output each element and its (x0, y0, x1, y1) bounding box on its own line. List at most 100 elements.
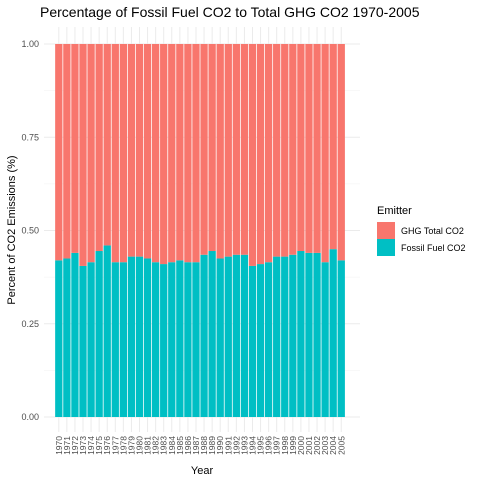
bar-ghg-total-2005 (337, 44, 345, 261)
x-tick-label: 1991 (223, 436, 233, 455)
x-tick-label: 2001 (304, 436, 314, 455)
bar-fossil-fuel-1970 (55, 260, 63, 417)
bar-fossil-fuel-1993 (240, 254, 249, 417)
y-tick-label: 0.50 (21, 226, 39, 236)
bar-fossil-fuel-1996 (264, 262, 273, 417)
bar-ghg-total-1984 (168, 44, 176, 263)
x-tick-label: 1980 (135, 436, 145, 455)
bar-ghg-total-1970 (55, 44, 63, 261)
bar-ghg-total-1986 (184, 44, 192, 263)
bar-fossil-fuel-1974 (87, 262, 95, 417)
bar-fossil-fuel-2005 (337, 260, 345, 417)
bar-ghg-total-1993 (240, 44, 249, 255)
bar-ghg-total-1971 (63, 44, 71, 259)
bar-ghg-total-1995 (256, 44, 265, 265)
x-tick-label: 2004 (328, 436, 338, 455)
bar-fossil-fuel-1983 (160, 264, 168, 417)
x-tick-label: 1979 (126, 436, 136, 455)
bar-fossil-fuel-2003 (321, 262, 329, 417)
x-tick-label: 2000 (296, 436, 306, 455)
x-tick-labels: 1970197119721973197419751976197719781979… (54, 436, 346, 455)
bar-ghg-total-1975 (95, 44, 103, 252)
bar-ghg-total-1982 (151, 44, 160, 263)
bar-ghg-total-2002 (313, 44, 321, 253)
bar-ghg-total-1980 (135, 44, 144, 257)
bar-ghg-total-1991 (224, 44, 232, 257)
x-tick-label: 1988 (199, 436, 209, 455)
x-tick-label: 1996 (264, 436, 274, 455)
bar-ghg-total-1992 (232, 44, 240, 255)
x-tick-label: 1994 (247, 436, 257, 455)
bar-fossil-fuel-1973 (79, 265, 87, 417)
bar-fossil-fuel-2002 (313, 252, 321, 417)
x-tick-label: 1986 (183, 436, 193, 455)
x-tick-label: 1983 (159, 436, 169, 455)
chart-title: Percentage of Fossil Fuel CO2 to Total G… (40, 4, 420, 20)
x-tick-label: 1976 (102, 436, 112, 455)
x-tick-label: 1978 (118, 436, 128, 455)
bar-ghg-total-1987 (192, 44, 200, 263)
legend-label-ghg-total: GHG Total CO2 (401, 226, 464, 236)
x-tick-label: 1970 (54, 436, 64, 455)
bar-ghg-total-1976 (103, 44, 111, 246)
bar-ghg-total-1988 (200, 44, 208, 255)
bar-fossil-fuel-1977 (111, 262, 119, 417)
bar-fossil-fuel-1992 (232, 254, 240, 417)
legend-swatch-ghg-total (377, 222, 395, 239)
x-tick-label: 1973 (78, 436, 88, 455)
bar-ghg-total-1997 (273, 44, 281, 257)
x-tick-label: 2002 (312, 436, 322, 455)
y-tick-label: 0.25 (21, 319, 39, 329)
bar-ghg-total-1977 (111, 44, 119, 263)
x-tick-label: 1997 (272, 436, 282, 455)
bar-fossil-fuel-1984 (168, 262, 176, 417)
bar-ghg-total-1979 (127, 44, 136, 257)
bar-fossil-fuel-1981 (143, 258, 152, 417)
x-tick-label: 1972 (70, 436, 80, 455)
bar-fossil-fuel-1975 (95, 251, 103, 417)
bar-fossil-fuel-1999 (289, 254, 297, 417)
bar-ghg-total-1981 (143, 44, 152, 259)
bar-fossil-fuel-1998 (281, 256, 289, 417)
bar-fossil-fuel-1976 (103, 245, 111, 417)
legend: Emitter GHG Total CO2 Fossil Fuel CO2 (377, 205, 466, 256)
x-tick-label: 1998 (280, 436, 290, 455)
x-tick-label: 1990 (215, 436, 225, 455)
legend-title: Emitter (377, 205, 412, 217)
bar-fossil-fuel-1990 (216, 258, 224, 417)
x-tick-label: 1984 (167, 436, 177, 455)
bar-fossil-fuel-1989 (208, 251, 216, 417)
y-tick-label: 0.75 (21, 132, 39, 142)
bar-fossil-fuel-2000 (297, 251, 305, 417)
x-tick-label: 1982 (151, 436, 161, 455)
bar-fossil-fuel-1982 (151, 262, 160, 417)
x-tick-label: 2003 (320, 436, 330, 455)
bar-fossil-fuel-2004 (329, 249, 337, 417)
x-tick-label: 1992 (231, 436, 241, 455)
bars (55, 44, 345, 417)
x-tick-label: 1995 (256, 436, 266, 455)
x-tick-label: 1975 (94, 436, 104, 455)
x-tick-label: 1985 (175, 436, 185, 455)
bar-ghg-total-2003 (321, 44, 329, 263)
bar-ghg-total-2000 (297, 44, 305, 252)
bar-ghg-total-1985 (176, 44, 184, 261)
bar-fossil-fuel-2001 (305, 252, 313, 417)
x-tick-label: 1981 (143, 436, 153, 455)
y-axis-title: Percent of CO2 Emissions (%) (6, 155, 18, 304)
bar-ghg-total-1983 (160, 44, 168, 265)
bar-fossil-fuel-1985 (176, 260, 184, 417)
bar-fossil-fuel-1972 (71, 252, 79, 417)
bar-ghg-total-1998 (281, 44, 289, 257)
bar-ghg-total-1974 (87, 44, 95, 263)
bar-fossil-fuel-1978 (119, 262, 128, 417)
bar-ghg-total-2001 (305, 44, 313, 253)
y-tick-label: 0.00 (21, 412, 39, 422)
bar-ghg-total-1999 (289, 44, 297, 255)
bar-ghg-total-1989 (208, 44, 216, 252)
bar-fossil-fuel-1988 (200, 254, 208, 417)
bar-ghg-total-1972 (71, 44, 79, 253)
bar-fossil-fuel-1971 (63, 258, 71, 417)
y-tick-label: 1.00 (21, 39, 39, 49)
